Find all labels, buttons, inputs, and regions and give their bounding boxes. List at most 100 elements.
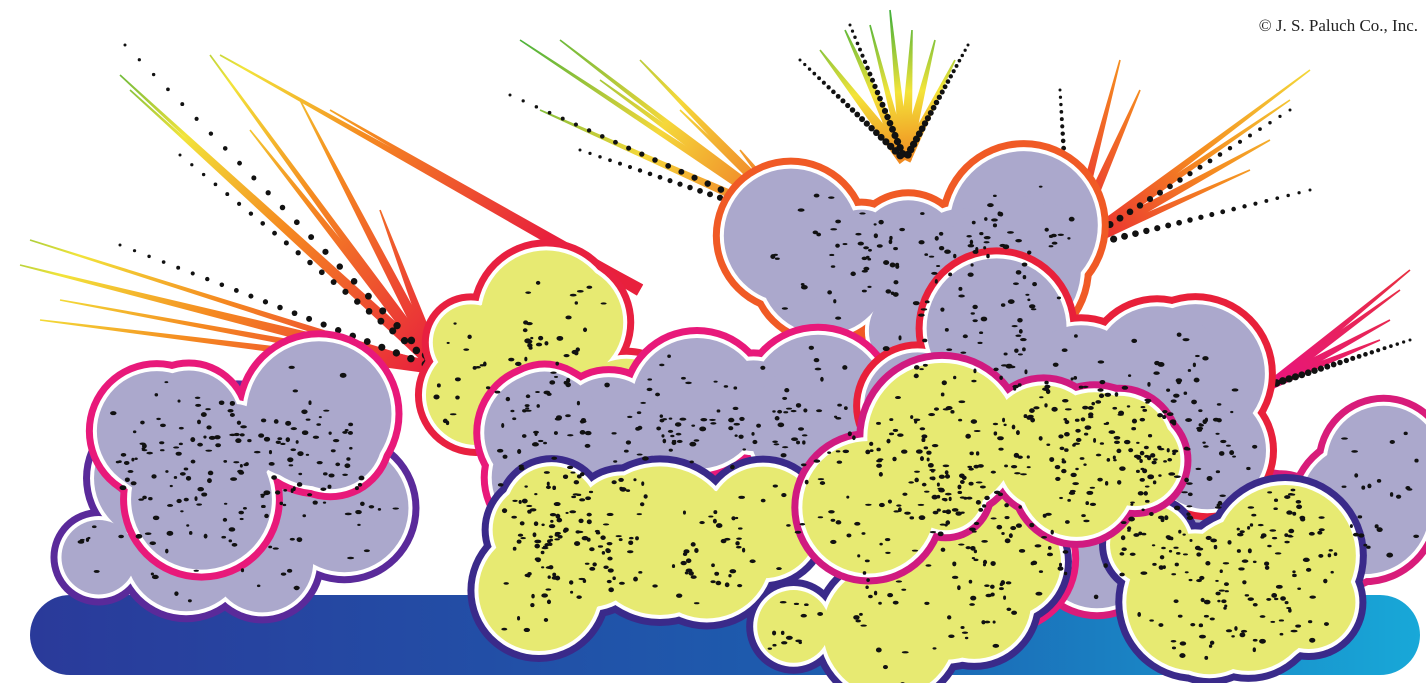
dot: [293, 219, 300, 226]
speckle: [565, 414, 571, 418]
speckle: [545, 485, 551, 490]
speckle: [926, 457, 930, 462]
speckle: [508, 357, 515, 362]
speckle: [1318, 516, 1325, 519]
speckle: [804, 603, 809, 607]
speckle: [827, 451, 832, 454]
speckle: [144, 532, 152, 535]
speckle: [990, 561, 996, 566]
speckle: [553, 375, 559, 378]
dot: [277, 304, 283, 311]
dot: [798, 58, 802, 62]
speckle: [1297, 587, 1302, 590]
speckle: [1059, 496, 1063, 500]
speckle: [1083, 463, 1087, 466]
speckle: [166, 530, 174, 536]
speckle: [576, 595, 582, 599]
ray: [209, 54, 445, 373]
speckle: [1064, 520, 1070, 524]
speckle: [455, 395, 460, 400]
speckle: [876, 447, 881, 452]
speckle: [816, 409, 823, 413]
dot: [717, 186, 725, 193]
speckle: [1059, 446, 1065, 451]
dot: [840, 98, 846, 104]
speckle: [781, 641, 788, 645]
dot: [933, 99, 940, 106]
dot: [639, 151, 645, 157]
speckle: [1323, 622, 1329, 626]
dot: [1176, 219, 1182, 226]
speckle: [1198, 623, 1204, 628]
speckle: [1230, 410, 1234, 414]
speckle: [625, 489, 631, 492]
speckle: [804, 479, 809, 485]
speckle: [553, 502, 561, 507]
speckle: [837, 403, 842, 407]
speckle: [1003, 595, 1007, 600]
speckle: [483, 361, 487, 367]
speckle: [339, 372, 347, 378]
dot: [1275, 196, 1280, 201]
speckle: [958, 294, 965, 298]
speckle: [882, 665, 888, 670]
speckle: [530, 603, 535, 608]
speckle: [195, 403, 202, 407]
speckle: [895, 262, 900, 267]
speckle: [712, 518, 717, 524]
speckle: [964, 636, 969, 640]
speckle: [1017, 455, 1023, 459]
speckle: [782, 396, 788, 400]
speckle: [777, 409, 783, 414]
speckle: [1203, 599, 1211, 605]
speckle: [992, 422, 999, 426]
speckle: [1067, 237, 1071, 240]
speckle: [955, 511, 962, 516]
speckle: [286, 568, 293, 573]
dot: [807, 67, 812, 71]
dot: [879, 101, 886, 108]
speckle: [148, 497, 153, 501]
cloud-body: [802, 441, 935, 574]
dot: [821, 80, 826, 85]
speckle: [981, 539, 988, 543]
speckle: [263, 490, 271, 496]
speckle: [150, 572, 154, 576]
dot: [1058, 88, 1062, 92]
ray: [249, 129, 445, 374]
speckle: [1026, 455, 1030, 459]
speckle: [1029, 522, 1035, 528]
dot: [881, 107, 889, 114]
speckle: [1038, 436, 1043, 441]
speckle: [922, 363, 928, 367]
speckle: [742, 448, 746, 451]
speckle: [288, 365, 295, 369]
speckle: [1030, 308, 1037, 311]
speckle: [548, 524, 556, 529]
dot: [1146, 196, 1154, 203]
speckle: [556, 517, 563, 523]
speckle: [159, 441, 165, 445]
speckle: [274, 490, 281, 495]
speckle: [817, 611, 824, 616]
speckle: [243, 463, 249, 467]
speckle: [1229, 450, 1235, 456]
speckle: [623, 449, 629, 453]
speckle: [1058, 434, 1064, 439]
speckle: [751, 432, 755, 436]
speckle: [268, 450, 273, 455]
dot: [1198, 214, 1204, 220]
speckle: [323, 409, 330, 412]
speckle: [1140, 406, 1146, 409]
speckle: [830, 539, 837, 544]
speckle: [586, 519, 592, 525]
speckle: [512, 417, 517, 421]
speckle: [1034, 544, 1042, 548]
speckle: [535, 390, 540, 393]
speckle: [830, 228, 838, 231]
speckle: [1144, 499, 1150, 503]
speckle: [1236, 532, 1244, 537]
speckle: [979, 331, 984, 335]
speckle: [1286, 510, 1293, 515]
speckle: [1209, 617, 1215, 621]
